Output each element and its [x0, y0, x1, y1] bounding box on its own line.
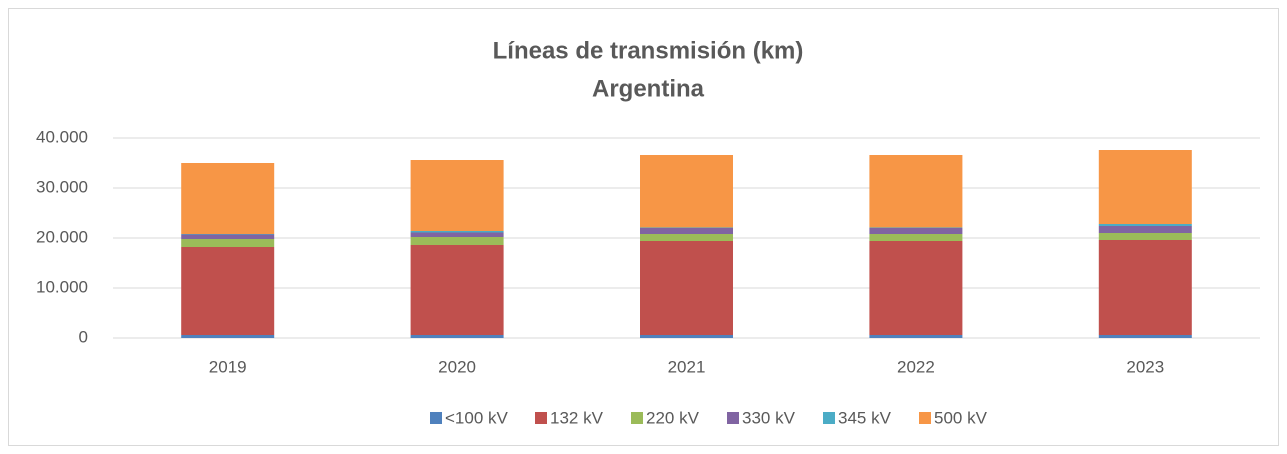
- bar-segment: [181, 335, 275, 338]
- legend-label: 345 kV: [838, 408, 892, 427]
- y-tick-label: 0: [79, 327, 88, 346]
- bar-segment: [640, 227, 733, 228]
- x-tick-label: 2023: [1126, 357, 1164, 376]
- y-tick-label: 10.000: [36, 277, 88, 296]
- bar-segment: [1098, 224, 1192, 226]
- bar-segment: [640, 335, 733, 338]
- bar-segment: [410, 231, 504, 233]
- y-tick-label: 30.000: [36, 177, 88, 196]
- bar-segment: [410, 245, 504, 335]
- bar-segment: [640, 241, 733, 335]
- legend-label: 132 kV: [550, 408, 604, 427]
- bar-segment: [869, 227, 963, 228]
- chart-title: Líneas de transmisión (km): [493, 37, 804, 64]
- legend-swatch: [631, 412, 643, 424]
- x-tick-label: 2022: [897, 357, 935, 376]
- bar-segment: [869, 155, 963, 228]
- bar-segment: [1098, 335, 1192, 338]
- bar-segment: [410, 237, 504, 245]
- legend-label: 330 kV: [742, 408, 796, 427]
- y-tick-label: 40.000: [36, 127, 88, 146]
- legend-swatch: [823, 412, 835, 424]
- legend-swatch: [919, 412, 931, 424]
- legend-swatch: [535, 412, 547, 424]
- bar-segment: [1098, 226, 1192, 233]
- legend-label: 220 kV: [646, 408, 700, 427]
- bar-segment: [869, 335, 963, 338]
- bar-segment: [181, 239, 275, 247]
- bar-segment: [410, 160, 504, 231]
- bar-segment: [640, 234, 733, 241]
- bar-segment: [181, 234, 275, 239]
- bar-segment: [869, 234, 963, 241]
- legend-label: <100 kV: [445, 408, 509, 427]
- bar-segment: [1098, 150, 1192, 224]
- legend-swatch: [430, 412, 442, 424]
- x-tick-label: 2021: [668, 357, 706, 376]
- bar-segment: [1098, 240, 1192, 335]
- legend-label: 500 kV: [934, 408, 988, 427]
- x-tick-label: 2020: [438, 357, 476, 376]
- bar-segment: [640, 228, 733, 234]
- y-tick-label: 20.000: [36, 227, 88, 246]
- bar-segment: [869, 228, 963, 234]
- bar-segment: [1098, 233, 1192, 240]
- chart-subtitle: Argentina: [592, 75, 705, 102]
- bar-segment: [640, 155, 733, 228]
- bar-segment: [181, 247, 275, 335]
- bar-segment: [181, 163, 275, 234]
- legend-swatch: [727, 412, 739, 424]
- bar-segment: [410, 335, 504, 338]
- bar-segment: [410, 232, 504, 237]
- bar-segment: [869, 241, 963, 335]
- x-tick-label: 2019: [209, 357, 247, 376]
- bar-segment: [181, 234, 275, 235]
